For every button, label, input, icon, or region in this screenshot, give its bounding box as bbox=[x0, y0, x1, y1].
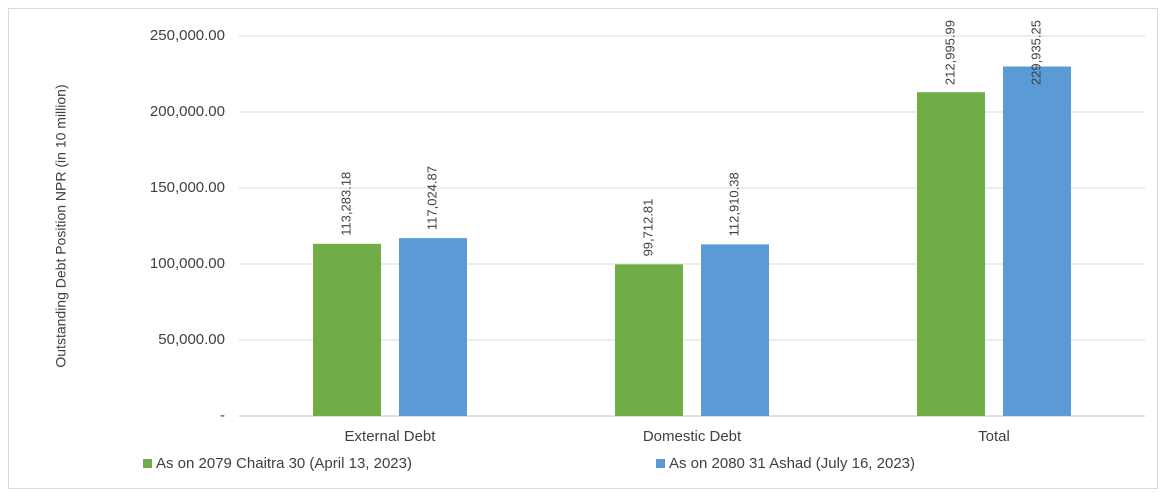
legend-label: As on 2079 Chaitra 30 (April 13, 2023) bbox=[156, 455, 412, 472]
x-tick-label: Domestic Debt bbox=[643, 428, 742, 445]
bar bbox=[399, 238, 467, 416]
bar bbox=[917, 92, 985, 416]
y-tick-label: 50,000.00 bbox=[158, 331, 225, 348]
legend-swatch bbox=[143, 459, 152, 468]
bar bbox=[1003, 66, 1071, 417]
value-label: 229,935.25 bbox=[1028, 20, 1043, 85]
x-tick-label: Total bbox=[978, 428, 1010, 445]
y-tick-label: 100,000.00 bbox=[150, 255, 225, 272]
value-label: 99,712.81 bbox=[640, 199, 655, 257]
value-label: 117,024.87 bbox=[424, 166, 439, 230]
y-axis-title: Outstanding Debt Position NPR (in 10 mil… bbox=[53, 84, 69, 367]
value-label: 212,995.99 bbox=[942, 20, 957, 85]
legend-label: As on 2080 31 Ashad (July 16, 2023) bbox=[669, 455, 915, 472]
bar bbox=[313, 243, 381, 416]
y-tick-label: - bbox=[220, 407, 225, 424]
chart-frame bbox=[8, 8, 1158, 489]
y-tick-label: 200,000.00 bbox=[150, 103, 225, 120]
bar bbox=[701, 244, 769, 416]
bar bbox=[615, 264, 683, 416]
y-tick-label: 250,000.00 bbox=[150, 27, 225, 44]
value-label: 112,910.38 bbox=[726, 172, 741, 236]
x-tick-label: External Debt bbox=[345, 428, 437, 445]
value-label: 113,283.18 bbox=[338, 172, 353, 236]
legend-swatch bbox=[656, 459, 665, 468]
y-tick-label: 150,000.00 bbox=[150, 179, 225, 196]
